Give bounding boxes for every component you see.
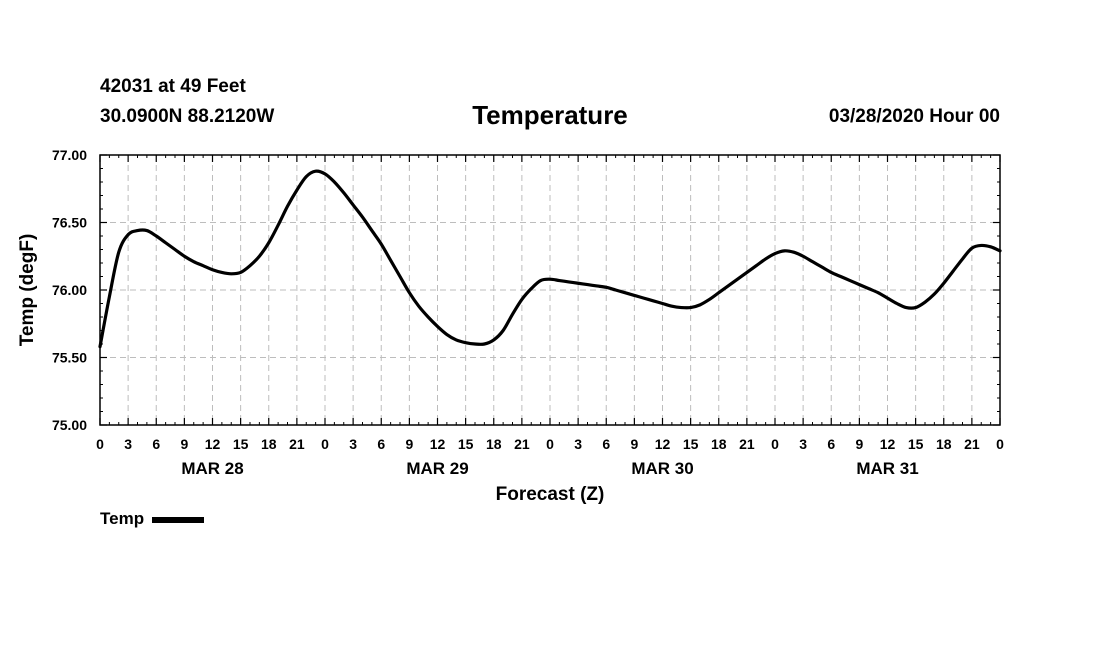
x-tick-label: 21 [739,436,755,452]
grid-lines [100,155,1000,425]
x-tick-label: 15 [908,436,924,452]
x-tick-label: 0 [321,436,329,452]
x-axis-title: Forecast (Z) [496,484,605,505]
x-tick-label: 0 [546,436,554,452]
x-tick-label: 12 [205,436,221,452]
x-tick-label: 12 [880,436,896,452]
temp-series-line [98,169,1002,349]
x-tick-label: 18 [936,436,952,452]
day-label: MAR 29 [406,459,468,478]
x-tick-label: 0 [771,436,779,452]
x-tick-label: 6 [152,436,160,452]
y-tick-labels: 75.00 75.50 76.00 76.50 77.00 [52,147,87,433]
x-tick-label: 21 [514,436,530,452]
x-tick-label: 3 [574,436,582,452]
y-tick-label: 76.00 [52,282,87,298]
x-tick-label: 18 [486,436,502,452]
x-tick-label: 9 [405,436,413,452]
x-tick-label: 9 [630,436,638,452]
y-axis-title: Temp (degF) [17,234,38,347]
x-tick-label: 3 [349,436,357,452]
coordinates-label: 30.0900N 88.2120W [100,106,275,127]
x-tick-label: 12 [655,436,671,452]
x-tick-label: 9 [180,436,188,452]
x-tick-label: 15 [458,436,474,452]
day-label: MAR 28 [181,459,243,478]
x-tick-label: 21 [964,436,980,452]
legend-label: Temp [100,509,145,528]
x-tick-label: 15 [233,436,249,452]
station-label: 42031 at 49 Feet [100,76,246,97]
chart-title: Temperature [472,100,628,130]
y-tick-label: 77.00 [52,147,87,163]
x-tick-label: 0 [996,436,1004,452]
run-datetime-label: 03/28/2020 Hour 00 [828,106,1000,127]
x-tick-label: 9 [855,436,863,452]
x-tick-label: 0 [96,436,104,452]
legend: Temp [100,509,205,529]
y-tick-label: 75.00 [52,417,87,433]
x-tick-label: 12 [430,436,446,452]
x-tick-label: 18 [261,436,277,452]
x-tick-label: 3 [124,436,132,452]
x-tick-label: 6 [827,436,835,452]
x-tick-label: 21 [289,436,305,452]
day-labels: MAR 28 MAR 29 MAR 30 MAR 31 [181,459,918,478]
y-tick-label: 76.50 [52,215,87,231]
plot-frame [99,154,1001,426]
y-tick-label: 75.50 [52,350,87,366]
x-tick-label: 6 [377,436,385,452]
x-tick-label: 6 [602,436,610,452]
legend-swatch [152,517,205,523]
day-label: MAR 31 [856,459,918,478]
x-tick-label: 3 [799,436,807,452]
x-tick-label: 18 [711,436,727,452]
x-tick-labels: 0 3 6 9 12 15 18 21 0 3 6 9 12 15 18 21 0 3 6 9 12 15 18 21 0 3 6 9… [96,436,1004,452]
x-tick-label: 15 [683,436,699,452]
day-label: MAR 30 [631,459,693,478]
